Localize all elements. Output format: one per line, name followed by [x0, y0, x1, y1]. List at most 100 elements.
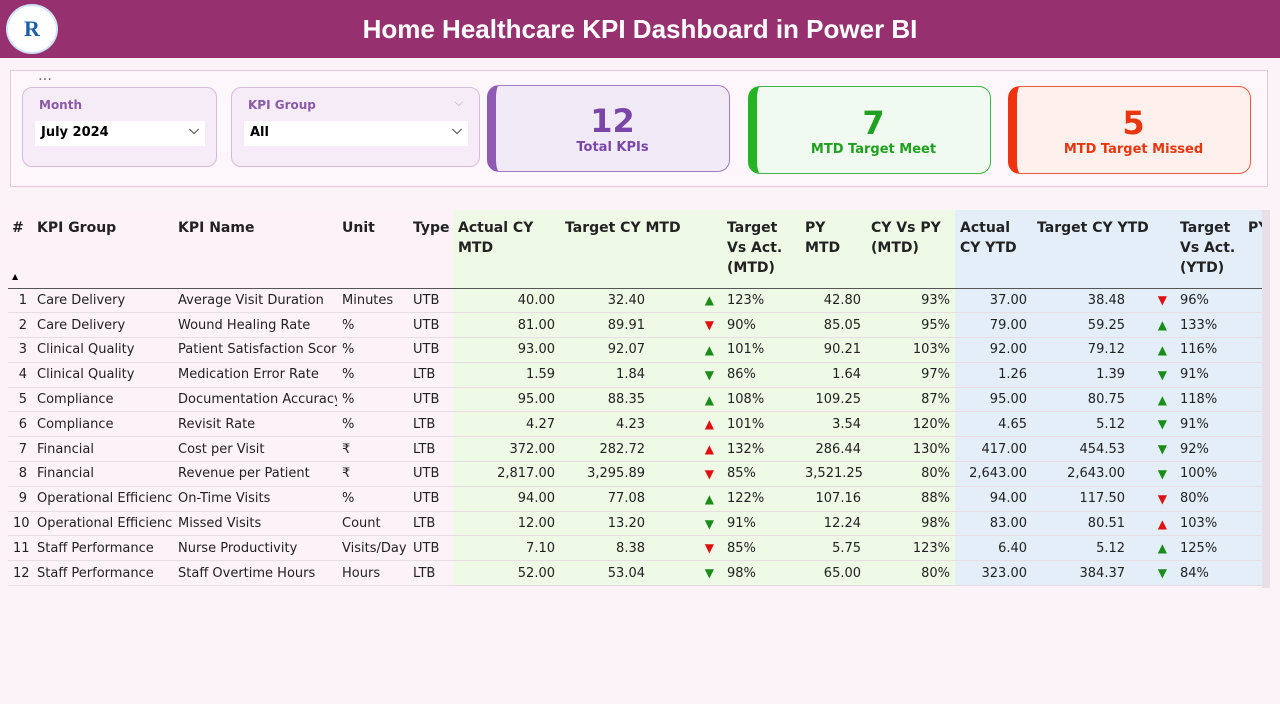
card-label: MTD Target Meet — [810, 141, 937, 157]
table-cell: 52.00 — [453, 560, 560, 587]
table-cell: 103% — [1175, 511, 1244, 537]
table-cell: ₹ — [337, 461, 408, 487]
table-cell: 80% — [1175, 486, 1244, 512]
slicer-value: All — [250, 125, 269, 140]
table-cell: 108% — [722, 387, 801, 413]
table-cell: 11 — [8, 535, 32, 562]
table-cell: 85% — [722, 535, 801, 562]
table-cell: 91% — [1175, 362, 1244, 388]
table-cell: Missed Visits — [173, 511, 337, 537]
table-cell: 6.40 — [955, 535, 1033, 562]
kpi-table: # KPI Group KPI Name Unit Type Actual CY MTD T… — [8, 210, 1270, 588]
kpi-group-slicer[interactable]: KPI Group ⌵ All ⌵ — [231, 87, 480, 167]
table-cell: 8.38 — [560, 535, 650, 562]
table: # KPI Group KPI Name Unit Type Actual CY MTD T… — [8, 210, 1270, 587]
column-header: PY MTD — [800, 210, 867, 289]
table-row: 12 Staff Performance Staff Overtime Hours H… — [8, 560, 1270, 587]
status-icon: ▼ — [1130, 560, 1176, 587]
table-cell: 87% — [866, 387, 956, 413]
table-cell: 37.00 — [955, 288, 1033, 314]
table-cell: 12 — [8, 560, 32, 587]
status-icon: ▼ — [650, 362, 723, 388]
table-cell: % — [337, 312, 408, 339]
status-icon: ▲ — [650, 411, 723, 438]
target-missed-card: 5 MTD Target Missed — [1008, 86, 1251, 174]
table-cell: Nurse Productivity — [173, 535, 337, 562]
table-cell: 85.05 — [800, 312, 867, 339]
status-icon: ▼ — [650, 461, 723, 487]
table-cell: 80% — [866, 461, 956, 487]
month-slicer[interactable]: Month July 2024 ⌵ — [22, 87, 217, 167]
table-cell: LTB — [408, 411, 453, 438]
status-icon: ▲ — [650, 387, 723, 413]
status-icon: ▲ — [1130, 312, 1176, 339]
table-cell: 9 — [8, 486, 32, 512]
table-cell: % — [337, 387, 408, 413]
table-cell: % — [337, 486, 408, 512]
table-cell: LTB — [408, 436, 453, 463]
card-value: 12 — [590, 102, 635, 140]
table-row: 5 Compliance Documentation Accuracy% UTB 95.… — [8, 387, 1270, 413]
more-options[interactable]: … — [38, 68, 52, 84]
slicer-dropdown[interactable]: All ⌵ — [244, 121, 468, 146]
slicer-dropdown[interactable]: July 2024 ⌵ — [35, 121, 205, 146]
table-cell: 83.00 — [955, 511, 1033, 537]
table-cell: UTB — [408, 312, 453, 339]
table-cell: UTB — [408, 387, 453, 413]
table-cell: 80.75 — [1032, 387, 1131, 413]
total-kpis-card: 12 Total KPIs — [487, 85, 730, 172]
table-cell: 98% — [722, 560, 801, 587]
table-cell: 95% — [866, 312, 956, 339]
table-cell: 4.27 — [453, 411, 560, 438]
table-row: 9 Operational Efficiency On-Time Visits% UT… — [8, 486, 1270, 512]
table-row: 4 Clinical Quality Medication Error Rate% L… — [8, 362, 1270, 388]
scrollbar[interactable] — [1262, 210, 1270, 588]
column-header: Unit — [337, 210, 408, 289]
column-header: Actual CY MTD — [453, 210, 560, 289]
table-cell: UTB — [408, 337, 453, 363]
table-cell: 5.12 — [1032, 411, 1131, 438]
table-cell: 13.20 — [560, 511, 650, 537]
table-cell: 1.39 — [1032, 362, 1131, 388]
table-cell: 282.72 — [560, 436, 650, 463]
table-cell: Care Delivery — [32, 288, 173, 314]
column-header: Type — [408, 210, 453, 289]
table-cell: 123% — [722, 288, 801, 314]
table-cell: Operational Efficiency — [32, 486, 173, 512]
table-cell: Medication Error Rate — [173, 362, 337, 388]
column-header: Target CY MTD — [560, 210, 723, 289]
table-cell: 89.91 — [560, 312, 650, 339]
table-cell: 80% — [866, 560, 956, 587]
table-cell: 53.04 — [560, 560, 650, 587]
table-cell: 12.24 — [800, 511, 867, 537]
table-cell: UTB — [408, 461, 453, 487]
status-icon: ▲ — [650, 436, 723, 463]
table-cell: Compliance — [32, 387, 173, 413]
table-cell: LTB — [408, 362, 453, 388]
status-icon: ▼ — [1130, 436, 1176, 463]
table-cell: 2 — [8, 312, 32, 339]
table-cell: 103% — [866, 337, 956, 363]
table-cell: 454.53 — [1032, 436, 1131, 463]
table-cell: 1.26 — [955, 362, 1033, 388]
table-cell: 372.00 — [453, 436, 560, 463]
table-cell: 84% — [1175, 560, 1244, 587]
title: Home Healthcare KPI Dashboard in Power B… — [362, 13, 918, 44]
table-cell: % — [337, 362, 408, 388]
table-cell: 5.75 — [800, 535, 867, 562]
table-cell: 92.07 — [560, 337, 650, 363]
table-cell: 90.21 — [800, 337, 867, 363]
table-row: 6 Compliance Revisit Rate% LTB 4.27 4.23 ▲ 101%… — [8, 411, 1270, 438]
table-row: 3 Clinical Quality Patient Satisfaction Sc… — [8, 337, 1270, 363]
table-cell: 1 — [8, 288, 32, 314]
table-cell: 94.00 — [453, 486, 560, 512]
status-icon: ▲ — [1130, 387, 1176, 413]
table-cell: Staff Overtime Hours — [173, 560, 337, 587]
table-cell: Revenue per Patient — [173, 461, 337, 487]
table-cell: 323.00 — [955, 560, 1033, 587]
table-cell: Clinical Quality — [32, 337, 173, 363]
table-cell: 1.64 — [800, 362, 867, 388]
slicer-value: July 2024 — [41, 125, 109, 140]
table-cell: 93.00 — [453, 337, 560, 363]
